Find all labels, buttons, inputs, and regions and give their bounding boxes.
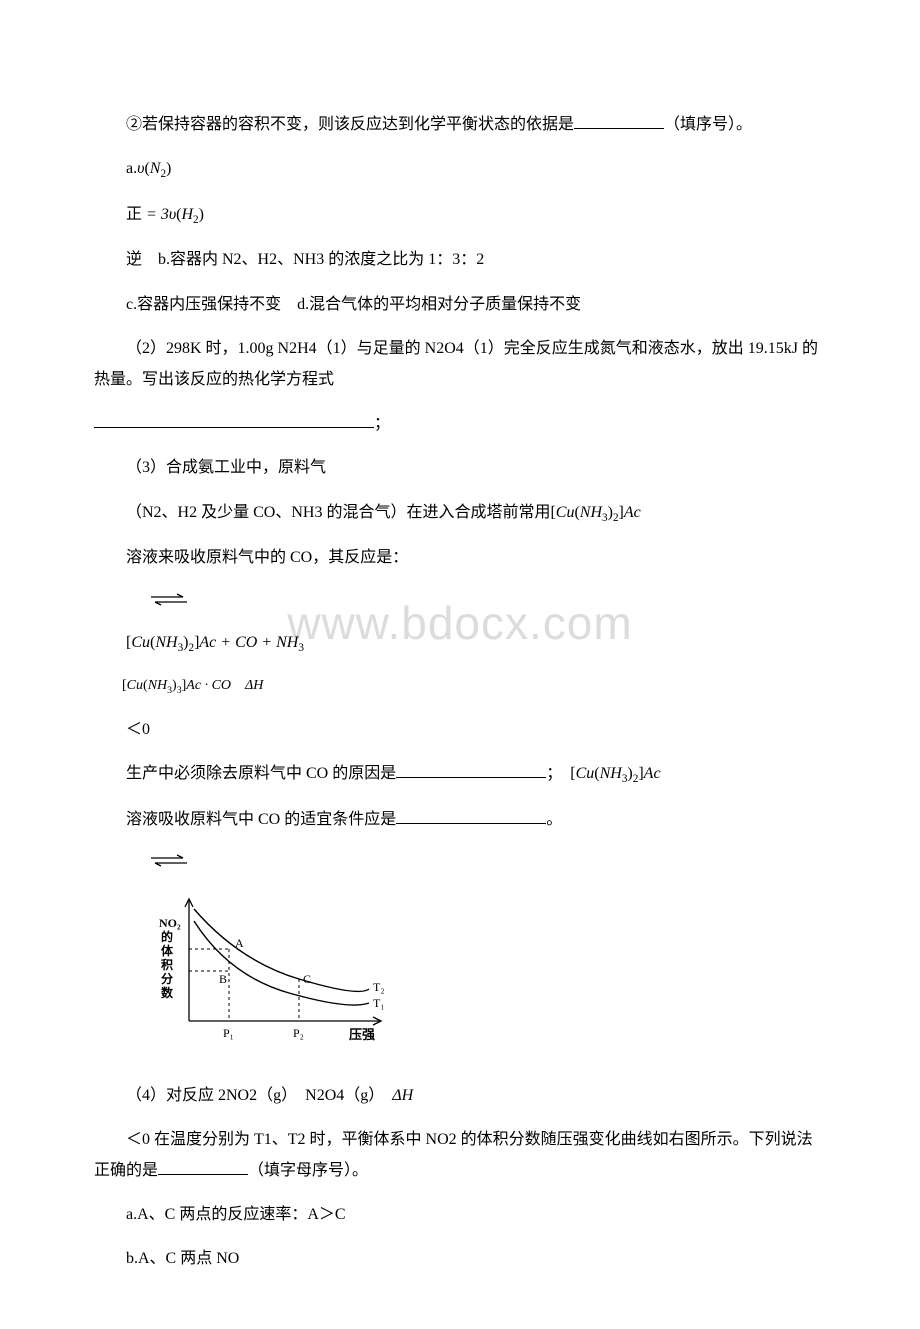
option-cd: c.容器内压强保持不变 d.混合气体的平均相对分子质量保持不变 [94,290,826,320]
chart-yl-3: 积 [161,957,173,972]
opt-a2-prefix: 正 [126,206,142,223]
eq1-nh: NH [155,634,177,651]
q4a-ac: Ac [644,765,661,782]
q4b-prefix: 溶液吸收原料气中 CO 的适宜条件应是 [126,811,396,828]
blank-5 [158,1158,248,1175]
chart-point-a: A [235,936,244,950]
option-5a: a.A、C 两点的反应速率：A＞C [94,1200,826,1230]
question-5: （4）对反应 2NO2（g） N2O4（g） ΔH [94,1081,826,1111]
question-2-2: ②若保持容器的容积不变，则该反应达到化学平衡状态的依据是 （填序号）。 [94,110,826,140]
chart-yl-0: NO₂ [159,916,181,930]
question-3b: 溶液来吸收原料气中的 CO，其反应是： [94,543,826,573]
question-4a: 生产中必须除去原料气中 CO 的原因是； [Cu(NH3)2]Ac [94,759,826,790]
q5-prefix: （4）对反应 2NO2（g） [126,1087,289,1104]
equation-line2: [Cu(NH3)3]Ac · CO ΔH [94,673,826,700]
eq2-cu: Cu [127,678,143,693]
blank-1 [574,112,664,129]
option-b: 逆 b.容器内 N2、H2、NH3 的浓度之比为 1：3：2 [94,245,826,275]
chart-p1-label: P₁ [223,1026,234,1040]
q3a-cu: Cu [556,504,575,521]
no2-chart: A B C T₂ T₁ P₁ P₂ 压强 NO₂ 的 体 积 分 数 [149,891,826,1062]
q4a-prefix: 生产中必须除去原料气中 CO 的原因是 [126,765,396,782]
chart-point-c: C [303,972,311,986]
chart-point-b: B [219,972,227,986]
eq1-cu: Cu [131,634,150,651]
q2-suffix: ； [374,415,390,432]
question-3: （3）合成氨工业中，原料气 [94,453,826,483]
opt-a2-arg: H [181,206,193,223]
eq1-tailsub: 3 [298,642,304,654]
q4a-nh: NH [600,765,622,782]
eq1-tail: + CO + NH [216,634,298,651]
chart-xlabel: 压强 [349,1027,375,1042]
chart-t1-label: T₁ [373,996,385,1010]
q2-2-prefix: ②若保持容器的容积不变，则该反应达到化学平衡状态的依据是 [126,116,574,133]
chart-yl-2: 体 [161,943,174,958]
lt-zero: ＜0 [94,715,826,745]
chart-yl-1: 的 [161,929,173,944]
q4a-sep: ； [546,765,554,782]
q5-mid: N2O4（g） [305,1087,376,1104]
eq2-dh: ΔH [245,678,263,693]
opt-a2-eq: = 3 [146,206,169,223]
q3a-prefix: （N2、H2 及少量 CO、NH3 的混合气）在进入合成塔前常用 [126,504,550,521]
option-a-line2: 正 = 3υ(H2) [94,200,826,231]
q3a-ac: Ac [624,504,641,521]
q2-2-suffix: （填序号）。 [664,116,752,133]
blank-2 [94,411,374,428]
q3a-nh: NH [580,504,602,521]
chart-yl-5: 数 [161,985,174,1000]
opt-a-arg: N [150,160,161,177]
opt-a-label: a. [126,160,137,177]
eq2-ac: Ac · CO [186,678,231,693]
option-5b: b.A、C 两点 NO [94,1244,826,1274]
chart-p2-label: P₂ [293,1026,304,1040]
chart-t2-label: T₂ [373,980,385,994]
q5-dh: ΔH [392,1087,413,1104]
q4b-suffix: 。 [546,811,562,828]
blank-4 [396,807,546,824]
equilibrium-arrow-1 [149,588,826,618]
chart-yl-4: 分 [161,971,173,986]
equation-line1: [Cu(NH3)2]Ac + CO + NH3 [94,628,826,659]
question-2-blank: ； [94,409,826,439]
equilibrium-arrow-2 [149,849,826,879]
q4a-cu: Cu [576,765,595,782]
eq1-ac: Ac [199,634,216,651]
question-4b: 溶液吸收原料气中 CO 的适宜条件应是 。 [94,805,826,835]
q6-suffix: （填字母序号）。 [248,1162,368,1179]
option-a-line1: a.υ(N2) [94,154,826,185]
q2-text: （2）298K 时，1.00g N2H4（1）与足量的 N2O4（1）完全反应生… [94,340,818,387]
question-3a: （N2、H2 及少量 CO、NH3 的混合气）在进入合成塔前常用[Cu(NH3)… [94,498,826,529]
question-2: （2）298K 时，1.00g N2H4（1）与足量的 N2O4（1）完全反应生… [94,334,826,395]
question-6: ＜0 在温度分别为 T1、T2 时，平衡体系中 NO2 的体积分数随压强变化曲线… [94,1125,826,1186]
eq2-nh: NH [148,678,167,693]
blank-3 [396,761,546,778]
